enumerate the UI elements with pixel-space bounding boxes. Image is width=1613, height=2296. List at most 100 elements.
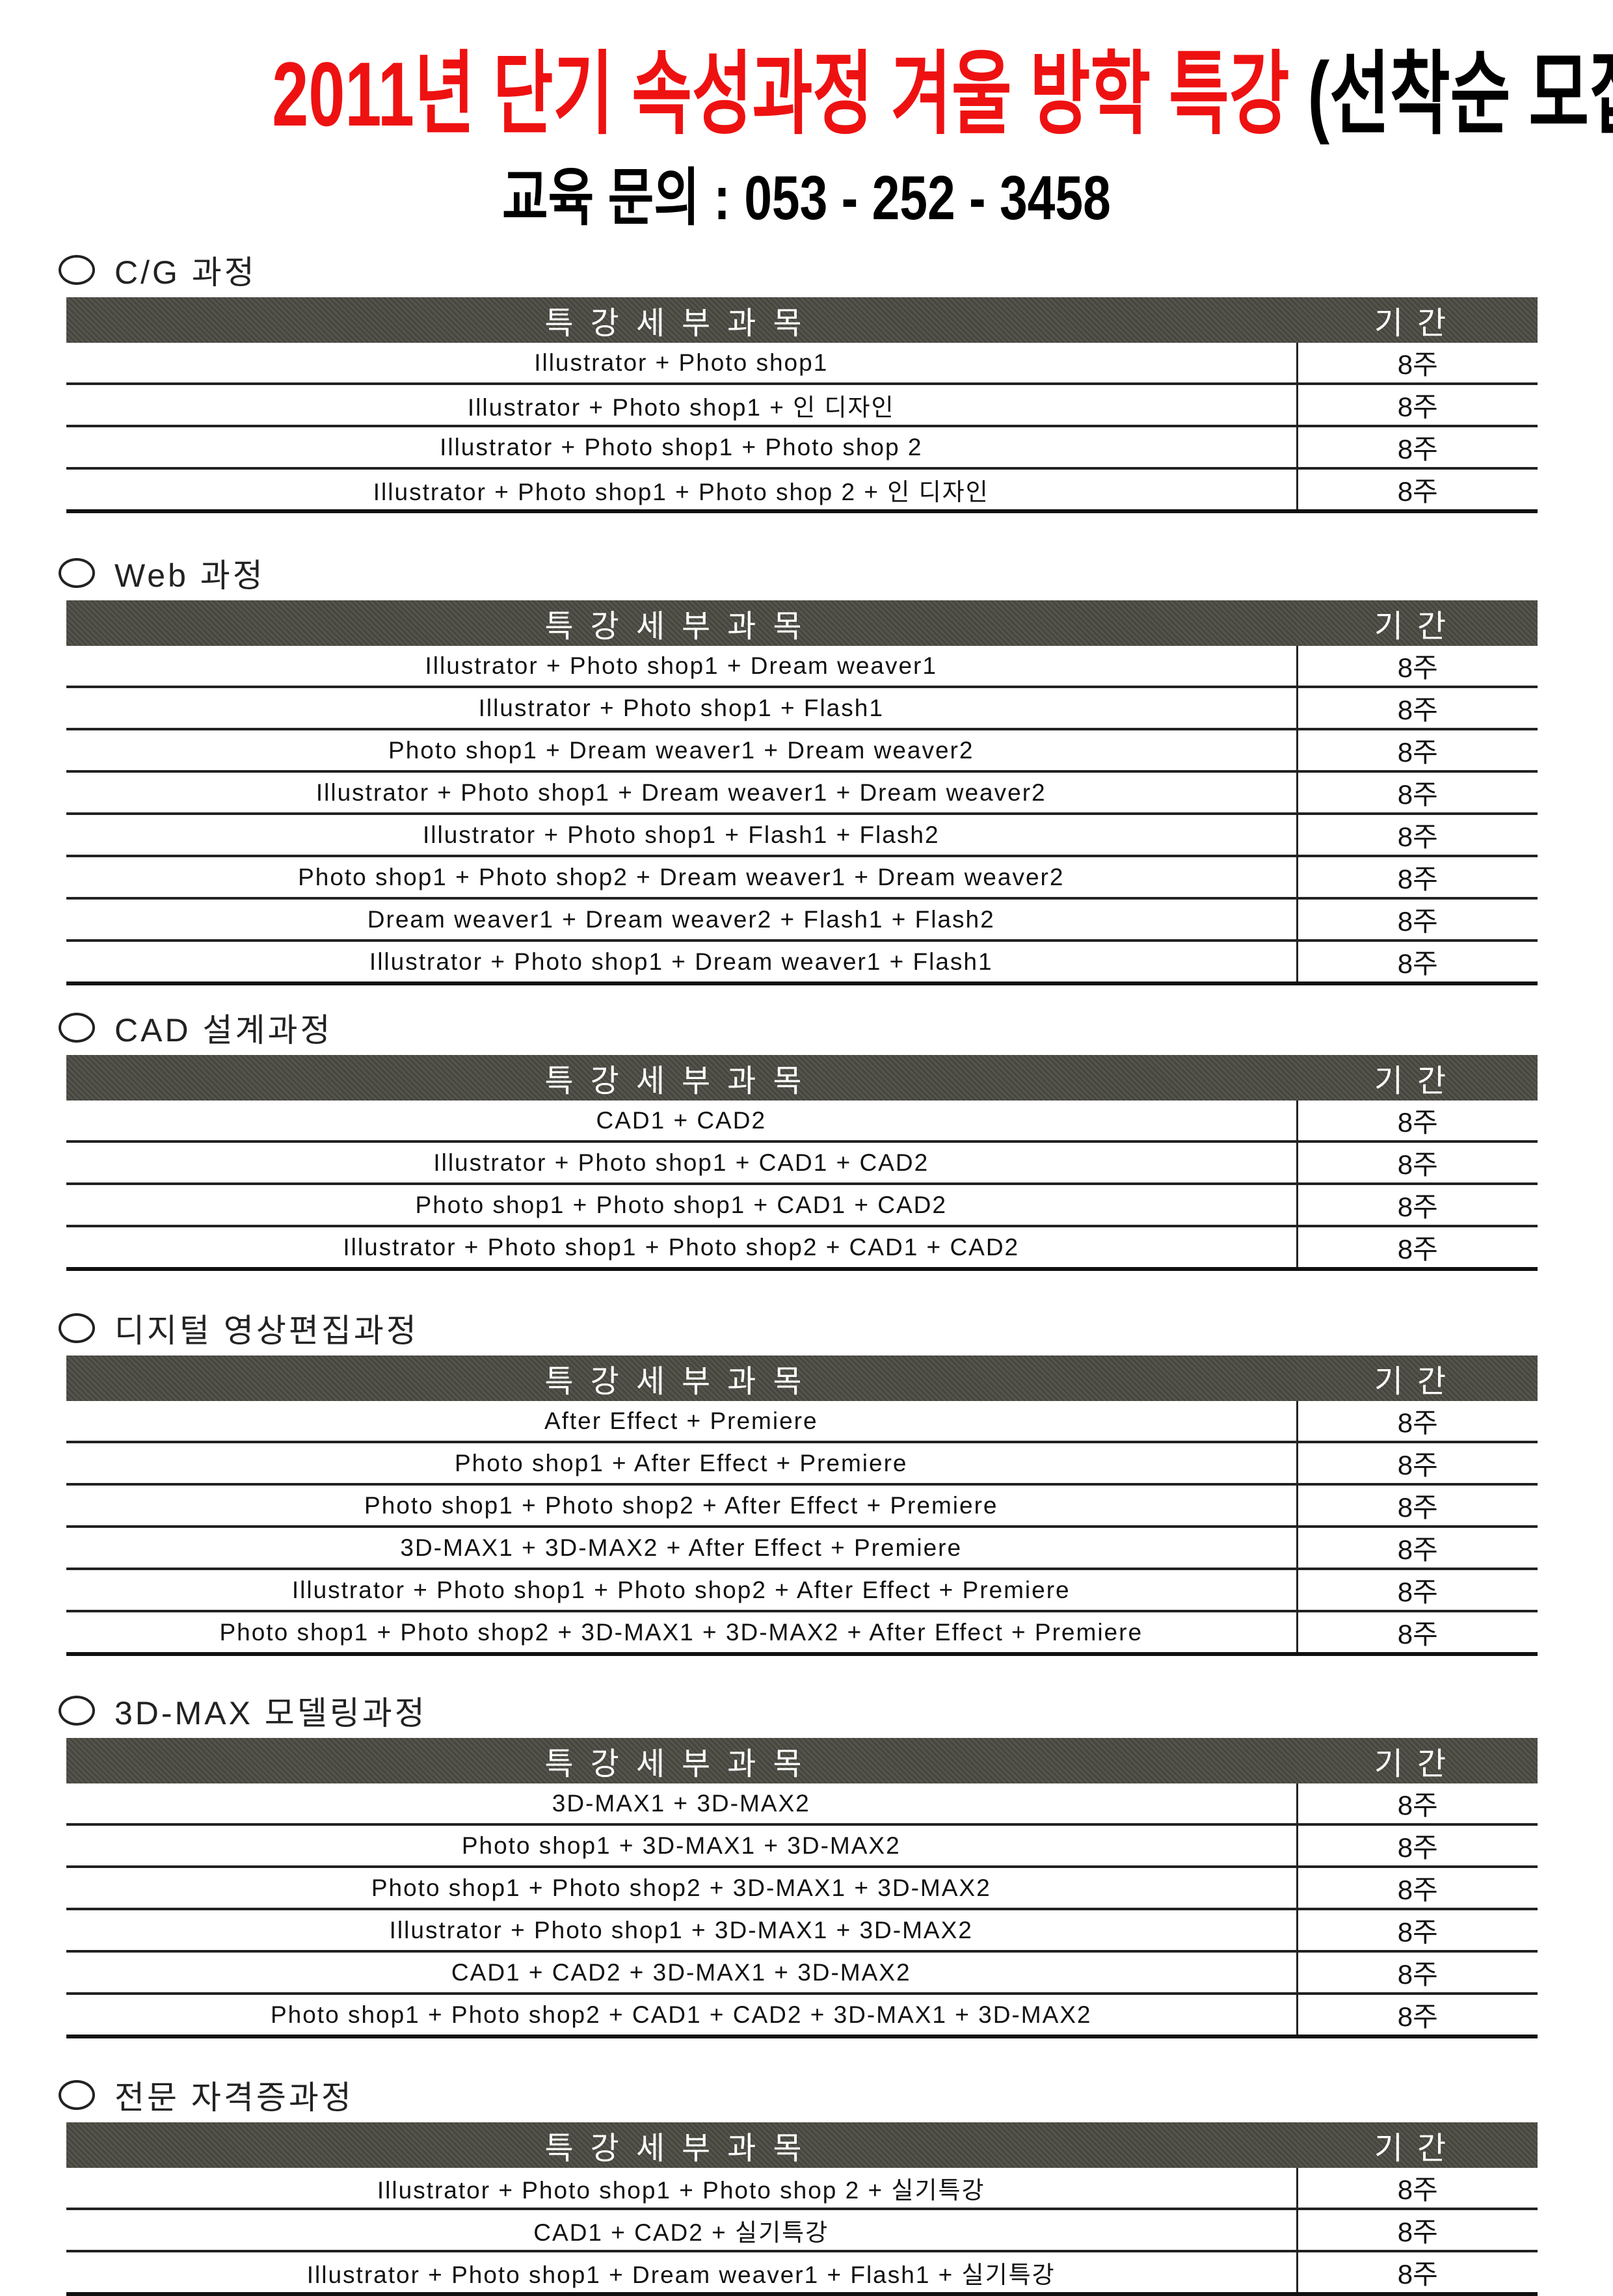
table-header-row: 특강세부과목 기간 — [66, 2122, 1538, 2168]
duration-cell: 8주 — [1296, 941, 1538, 985]
course-cell: Illustrator + Photo shop1 + Photo shop 2… — [66, 468, 1297, 513]
course-cell: Illustrator + Photo shop1 + Flash1 — [66, 687, 1297, 730]
table-row: Illustrator + Photo shop1 + CAD1 + CAD2 8… — [66, 1141, 1538, 1185]
section-title: 전문 자격증과정 — [114, 2079, 354, 2116]
header-duration: 기간 — [1297, 2122, 1538, 2168]
course-cell: Photo shop1 + 3D-MAX1 + 3D-MAX2 — [66, 1824, 1297, 1868]
duration-cell: 8주 — [1296, 426, 1538, 470]
section-heading: C/G 과정 — [59, 250, 1538, 291]
table-row: Illustrator + Photo shop1 + Flash1 + Fla… — [66, 814, 1538, 857]
course-cell: Illustrator + Photo shop1 + Dream weaver… — [66, 771, 1297, 815]
header-duration: 기간 — [1297, 1355, 1538, 1401]
course-cell: Illustrator + Photo shop1 + Photo shop2 … — [66, 1569, 1297, 1612]
course-cell: Photo shop1 + Photo shop2 + After Effect… — [66, 1484, 1297, 1528]
circle-bullet-icon — [59, 558, 95, 588]
section-title: CAD 설계과정 — [114, 1012, 333, 1048]
duration-cell: 8주 — [1296, 1824, 1538, 1868]
title-note: (선착순 모집) — [1307, 43, 1613, 145]
course-section: 3D-MAX 모델링과정 특강세부과목 기간 3D-MAX1 + 3D-MAX2 8… — [59, 1691, 1538, 2038]
section-heading: CAD 설계과정 — [59, 1008, 1538, 1048]
table-row: Illustrator + Photo shop1 + Dream weaver… — [66, 2251, 1538, 2296]
section-heading: Web 과정 — [59, 554, 1538, 594]
duration-cell: 8주 — [1296, 687, 1538, 730]
table-row: Photo shop1 + 3D-MAX1 + 3D-MAX2 8주 — [66, 1824, 1538, 1868]
table-row: Illustrator + Photo shop1 + 인 디자인 8주 — [66, 384, 1538, 427]
course-section: CAD 설계과정 특강세부과목 기간 CAD1 + CAD2 8주 Illustrat… — [59, 1008, 1538, 1271]
course-cell: Photo shop1 + After Effect + Premiere — [66, 1442, 1297, 1486]
course-cell: Photo shop1 + Photo shop2 + 3D-MAX1 + 3D… — [66, 1867, 1297, 1910]
course-table: 특강세부과목 기간 After Effect + Premiere 8주 Photo … — [66, 1355, 1538, 1656]
course-cell: CAD1 + CAD2 + 3D-MAX1 + 3D-MAX2 — [66, 1951, 1297, 1995]
table-row: Illustrator + Photo shop1 + Dream weaver… — [66, 941, 1538, 985]
table-row: CAD1 + CAD2 + 실기특강 8주 — [66, 2209, 1538, 2252]
table-row: Photo shop1 + Photo shop1 + CAD1 + CAD2 8… — [66, 1184, 1538, 1227]
circle-bullet-icon — [59, 1013, 95, 1043]
course-cell: 3D-MAX1 + 3D-MAX2 — [66, 1783, 1297, 1826]
table-header-row: 특강세부과목 기간 — [66, 1738, 1538, 1783]
duration-cell: 8주 — [1296, 1909, 1538, 1953]
header-duration: 기간 — [1297, 600, 1538, 646]
duration-cell: 8주 — [1296, 856, 1538, 900]
course-table: 특강세부과목 기간 Illustrator + Photo shop1 + Pho… — [66, 2122, 1538, 2296]
table-row: Illustrator + Photo shop1 + Photo shop 2… — [66, 468, 1538, 513]
table-row: Photo shop1 + Photo shop2 + Dream weaver… — [66, 856, 1538, 900]
table-row: Illustrator + Photo shop1 + Photo shop 2… — [66, 2168, 1538, 2210]
table-row: Photo shop1 + Photo shop2 + 3D-MAX1 + 3D… — [66, 1611, 1538, 1656]
table-row: After Effect + Premiere 8주 — [66, 1401, 1538, 1443]
table-row: CAD1 + CAD2 + 3D-MAX1 + 3D-MAX2 8주 — [66, 1951, 1538, 1995]
duration-cell: 8주 — [1296, 1527, 1538, 1570]
header-course: 특강세부과목 — [66, 600, 1297, 646]
course-cell: Illustrator + Photo shop1 + Photo shop2 … — [66, 1226, 1297, 1271]
course-cell: 3D-MAX1 + 3D-MAX2 + After Effect + Premi… — [66, 1527, 1297, 1570]
course-cell: Illustrator + Photo shop1 — [66, 343, 1297, 385]
course-cell: After Effect + Premiere — [66, 1401, 1297, 1443]
table-row: Photo shop1 + Photo shop2 + 3D-MAX1 + 3D… — [66, 1867, 1538, 1910]
table-row: 3D-MAX1 + 3D-MAX2 8주 — [66, 1783, 1538, 1826]
table-header-row: 특강세부과목 기간 — [66, 600, 1538, 646]
duration-cell: 8주 — [1296, 898, 1538, 942]
course-cell: CAD1 + CAD2 + 실기특강 — [66, 2209, 1297, 2252]
duration-cell: 8주 — [1296, 1141, 1538, 1185]
duration-cell: 8주 — [1296, 384, 1538, 427]
circle-bullet-icon — [59, 1313, 95, 1343]
table-header-row: 특강세부과목 기간 — [66, 1055, 1538, 1101]
course-cell: Illustrator + Photo shop1 + Flash1 + Fla… — [66, 814, 1297, 857]
course-cell: Photo shop1 + Photo shop1 + CAD1 + CAD2 — [66, 1184, 1297, 1227]
course-cell: Illustrator + Photo shop1 + 3D-MAX1 + 3D… — [66, 1909, 1297, 1953]
course-cell: Photo shop1 + Photo shop2 + 3D-MAX1 + 3D… — [66, 1611, 1297, 1656]
section-title: 3D-MAX 모델링과정 — [114, 1695, 427, 1731]
title-main: 2011년 단기 속성과정 겨울 방학 특강 — [272, 43, 1290, 145]
course-cell: Illustrator + Photo shop1 + Photo shop 2… — [66, 2168, 1297, 2210]
table-header-row: 특강세부과목 기간 — [66, 297, 1538, 343]
duration-cell: 8주 — [1296, 1867, 1538, 1910]
duration-cell: 8주 — [1296, 1442, 1538, 1486]
duration-cell: 8주 — [1296, 343, 1538, 385]
duration-cell: 8주 — [1296, 1611, 1538, 1656]
course-cell: Illustrator + Photo shop1 + 인 디자인 — [66, 384, 1297, 427]
duration-cell: 8주 — [1296, 2168, 1538, 2210]
duration-cell: 8주 — [1296, 1101, 1538, 1143]
table-row: Illustrator + Photo shop1 + 3D-MAX1 + 3D… — [66, 1909, 1538, 1953]
course-table: 특강세부과목 기간 3D-MAX1 + 3D-MAX2 8주 Photo shop1 … — [66, 1738, 1538, 2038]
table-header-row: 특강세부과목 기간 — [66, 1355, 1538, 1401]
page-title: 2011년 단기 속성과정 겨울 방학 특강 (선착순 모집) — [0, 46, 1613, 143]
circle-bullet-icon — [59, 2080, 95, 2110]
circle-bullet-icon — [59, 255, 95, 285]
duration-cell: 8주 — [1296, 814, 1538, 857]
duration-cell: 8주 — [1296, 1951, 1538, 1995]
duration-cell: 8주 — [1296, 1401, 1538, 1443]
header-course: 특강세부과목 — [66, 1355, 1297, 1401]
duration-cell: 8주 — [1296, 1783, 1538, 1826]
table-row: Illustrator + Photo shop1 + Dream weaver… — [66, 646, 1538, 688]
course-cell: Illustrator + Photo shop1 + Dream weaver… — [66, 2251, 1297, 2296]
section-heading: 전문 자격증과정 — [59, 2076, 1538, 2116]
duration-cell: 8주 — [1296, 771, 1538, 815]
section-title: Web 과정 — [114, 557, 265, 594]
table-row: Illustrator + Photo shop1 + Flash1 8주 — [66, 687, 1538, 730]
duration-cell: 8주 — [1296, 1994, 1538, 2038]
header-course: 특강세부과목 — [66, 2122, 1297, 2168]
contact-phone-text: 교육 문의 : 053 - 252 - 3458 — [502, 163, 1111, 233]
course-cell: Photo shop1 + Photo shop2 + CAD1 + CAD2 … — [66, 1994, 1297, 2038]
duration-cell: 8주 — [1296, 729, 1538, 773]
section-heading: 디지털 영상편집과정 — [59, 1309, 1538, 1349]
